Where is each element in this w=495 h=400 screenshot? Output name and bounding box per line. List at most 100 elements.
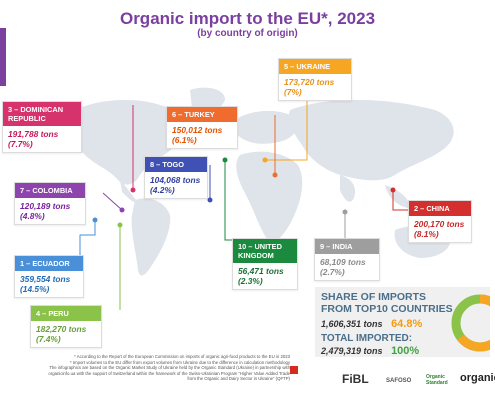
footnote-line5: from the Organic and Dairy Sector in Ukr… [187,376,290,381]
map-africa [236,151,303,242]
page-subtitle: (by country of origin) [197,28,298,39]
card-uk: 10 – UNITED KINGDOM 56,471 tons (2.3%) [232,238,298,290]
map-india [340,175,356,202]
footnote-line4: organicinfo.ua with the support of Switz… [48,370,290,376]
card-india-body: 68,109 tons (2.7%) [315,254,379,280]
top10-pct: 64.8% [391,318,423,330]
card-india-share: (2.7%) [320,267,345,277]
card-peru: 4 – PERU 182,270 tons (7.4%) [30,305,102,348]
card-china-body: 200,170 tons (8.1%) [409,216,471,242]
card-ukraine-share: (7%) [284,87,302,97]
total-row: 2,479,319 tons 100% [321,345,419,357]
card-togo-share: (4.2%) [150,185,175,195]
dot-ukraine [262,157,268,163]
map-greenland [190,87,225,112]
card-ukraine-tons: 173,720 tons [284,77,335,87]
card-china-share: (8.1%) [414,229,439,239]
partner-logos: FiBL SAFOSO Organic Standard organic [290,362,495,392]
line-colombia [102,192,123,211]
card-peru-body: 182,270 tons (7.4%) [31,321,101,347]
card-togo-body: 104,068 tons (4.2%) [145,172,207,198]
card-china: 2 – CHINA 200,170 tons (8.1%) [408,200,472,243]
donut-top10 [451,294,490,352]
card-peru-header: 4 – PERU [31,306,101,321]
card-dominican-share: (7.7%) [8,139,33,149]
dot-dominican [130,187,136,193]
card-ukraine-body: 173,720 tons (7%) [279,74,351,100]
card-ecuador-header: 1 – ECUADOR [15,256,83,271]
card-colombia-share: (4.8%) [20,211,45,221]
card-dominican-header: 3 – DOMINICAN REPUBLIC [3,102,81,126]
map-north-america [59,100,184,185]
card-ecuador-tons: 359,554 tons [20,274,71,284]
card-uk-body: 56,471 tons (2.3%) [233,263,297,289]
world-map [59,87,454,276]
dot-turkey [272,172,278,178]
card-ecuador-share: (14.5%) [20,284,50,294]
line-ecuador [79,220,96,255]
fibl-logo: FiBL [342,372,369,386]
card-colombia-header: 7 – COLOMBIA [15,183,85,198]
line-china [392,190,410,211]
footnote-line2: * Import volumes to the EU differ from e… [69,359,290,365]
card-togo: 8 – TOGO 104,068 tons (4.2%) [144,156,208,199]
total-tons: 2,479,319 tons [321,346,383,356]
card-peru-share: (7.4%) [36,334,61,344]
dot-colombia [119,207,125,213]
safoso-logo: SAFOSO [386,378,412,384]
top10-tons: 1,606,351 tons [321,319,383,329]
footnote-line1: * According to the Report of the Europea… [74,354,290,359]
card-china-header: 2 – CHINA [409,201,471,216]
card-uk-header: 10 – UNITED KINGDOM [233,239,297,263]
card-china-tons: 200,170 tons [414,219,465,229]
card-india-header: 9 – INDIA [315,239,379,254]
card-turkey-header: 6 – TURKEY [167,107,237,122]
card-turkey-tons: 150,012 tons [172,125,223,135]
footnote: * According to the Report of the Europea… [0,354,290,382]
share-title-line1: SHARE OF IMPORTS [321,291,427,303]
dot-india [342,209,348,215]
organic-logo: organic [460,372,495,384]
dot-peru [117,222,123,228]
card-colombia: 7 – COLOMBIA 120,189 tons (4.8%) [14,182,86,225]
card-peru-tons: 182,270 tons [36,324,87,334]
card-turkey-share: (6.1%) [172,135,197,145]
share-box [315,287,490,357]
card-india: 9 – INDIA 68,109 tons (2.7%) [314,238,380,281]
map-south-america [131,198,171,276]
card-uk-tons: 56,471 tons [238,266,284,276]
card-india-tons: 68,109 tons [320,257,366,267]
card-ukraine-header: 5 – UKRAINE [279,59,351,74]
swiss-flag-logo [290,366,298,374]
card-colombia-tons: 120,189 tons [20,201,71,211]
total-label: TOTAL IMPORTED: [321,333,413,344]
card-dominican-body: 191,788 tons (7.7%) [3,126,81,152]
dot-uk [222,157,228,163]
map-asia [288,99,454,181]
organic-standard-logo: Organic Standard [426,374,448,386]
card-ecuador: 1 – ECUADOR 359,554 tons (14.5%) [14,255,84,298]
line-uk [224,160,232,241]
share-donut [451,294,490,352]
share-title: SHARE OF IMPORTS FROM TOP10 COUNTRIES [321,291,453,315]
page-title: Organic import to the EU*, 2023 [119,9,376,28]
dot-china [390,187,396,193]
card-ukraine: 5 – UKRAINE 173,720 tons (7%) [278,58,352,101]
card-togo-tons: 104,068 tons [150,175,201,185]
card-dominican: 3 – DOMINICAN REPUBLIC 191,788 tons (7.7… [2,101,82,153]
share-title-line2: FROM TOP10 COUNTRIES [321,303,453,315]
card-colombia-body: 120,189 tons (4.8%) [15,198,85,224]
dot-ecuador [92,217,98,223]
dot-togo [207,197,213,203]
total-pct: 100% [391,345,420,357]
card-turkey: 6 – TURKEY 150,012 tons (6.1%) [166,106,238,149]
line-ukraine [265,95,308,161]
map-europe [233,110,298,144]
card-uk-share: (2.3%) [238,276,263,286]
side-tab [0,28,6,86]
card-turkey-body: 150,012 tons (6.1%) [167,122,237,148]
card-dominican-tons: 191,788 tons [8,129,59,139]
top10-row: 1,606,351 tons 64.8% [321,318,422,330]
footnote-line3: The infographics are based on the Organi… [49,365,290,370]
